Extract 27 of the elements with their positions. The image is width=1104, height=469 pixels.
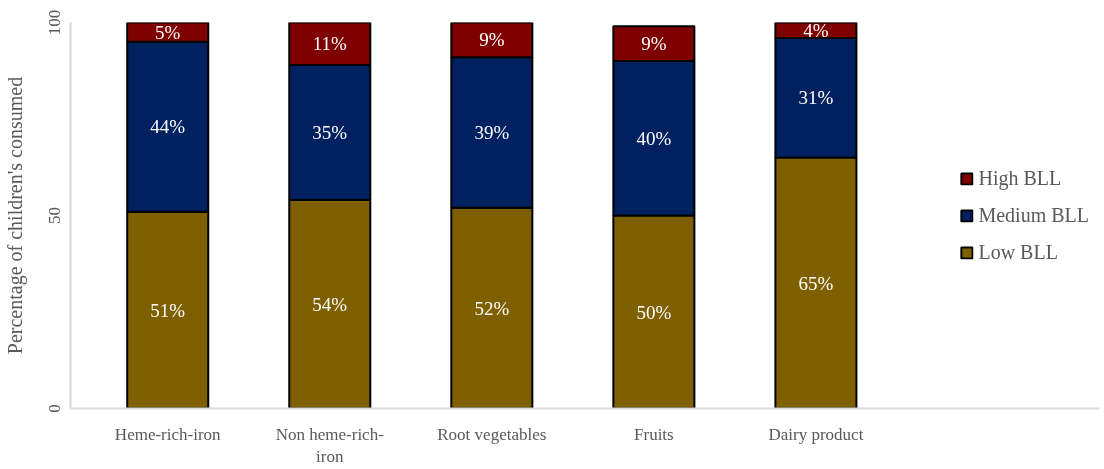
x-tick-label: Heme-rich-iron	[114, 424, 222, 444]
legend-label: High BLL	[978, 166, 1062, 190]
data-label: 9%	[641, 33, 667, 55]
x-tick-label: Non heme-rich-iron	[275, 424, 385, 467]
data-label: 52%	[474, 297, 510, 319]
data-label: 44%	[150, 116, 186, 138]
legend-label: Low BLL	[978, 240, 1058, 264]
y-tick-label: 50	[44, 207, 64, 224]
data-label: 9%	[479, 29, 505, 51]
x-tick-label: Root vegetables	[437, 424, 547, 444]
x-tick-label: Fruits	[634, 424, 674, 444]
data-label: 35%	[312, 122, 348, 144]
data-label: 39%	[474, 122, 510, 144]
data-label: 11%	[312, 33, 348, 55]
data-label: 5%	[155, 21, 181, 43]
data-label: 40%	[636, 127, 672, 149]
data-label: 54%	[312, 293, 348, 315]
legend-label: Medium BLL	[978, 203, 1089, 227]
y-axis-title: Percentage of children's consumed	[3, 76, 27, 355]
y-tick-label: 100	[44, 9, 64, 36]
x-tick-label: Dairy product	[768, 424, 864, 444]
data-label: 4%	[803, 19, 829, 41]
data-label: 50%	[636, 301, 672, 323]
data-label: 51%	[150, 299, 186, 321]
data-label: 31%	[798, 87, 834, 109]
data-label: 65%	[798, 272, 834, 294]
y-tick-label: 0	[44, 404, 64, 413]
